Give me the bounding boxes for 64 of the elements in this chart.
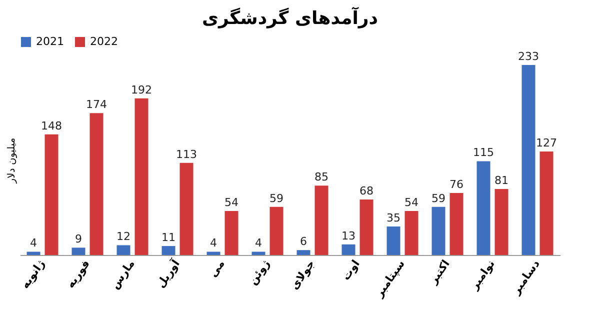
data-label: 59 (270, 192, 284, 205)
legend-label: 2021 (36, 35, 64, 48)
data-label: 4 (210, 236, 217, 250)
bar (296, 250, 310, 255)
bar (450, 193, 464, 255)
data-label: 12 (116, 230, 130, 244)
x-tick-label: اوت (339, 257, 362, 283)
data-label: 35 (386, 211, 400, 224)
bar (206, 252, 220, 255)
data-label: 233 (518, 50, 539, 63)
data-label: 76 (450, 178, 464, 192)
bar (252, 252, 266, 255)
bar (224, 210, 238, 255)
bar (26, 252, 40, 255)
bar (342, 244, 356, 255)
bar (476, 161, 490, 255)
bar (314, 186, 328, 255)
data-label: 115 (473, 146, 494, 160)
x-tick-label: ژانویه (18, 257, 48, 292)
data-label: 127 (536, 136, 557, 150)
bar (72, 248, 86, 255)
data-label: 174 (86, 98, 107, 112)
bar (494, 188, 508, 255)
data-label: 11 (162, 231, 176, 244)
x-tick-label: نوامبر (467, 257, 498, 293)
bar (90, 113, 104, 255)
bar (360, 200, 374, 255)
y-axis-title: میلیون دلار (6, 138, 18, 184)
data-label: 54 (404, 196, 418, 209)
bar (522, 65, 536, 255)
bar (44, 134, 58, 255)
data-label: 68 (360, 184, 374, 198)
bar (270, 206, 284, 255)
data-label: 9 (75, 232, 82, 246)
x-tick-label: اکتبر (426, 257, 452, 288)
x-tick-label: ژوئن (246, 257, 272, 288)
data-label: 59 (432, 192, 446, 205)
bar (432, 206, 446, 255)
bar (404, 210, 418, 255)
data-label: 81 (494, 174, 508, 187)
data-label: 4 (30, 236, 37, 250)
chart-title: درآمدهای گردشگری (202, 6, 378, 29)
data-label: 113 (176, 148, 197, 161)
data-label: 54 (224, 196, 238, 209)
bar (134, 98, 148, 255)
data-label: 13 (342, 229, 356, 242)
data-label: 6 (300, 235, 307, 248)
data-label: 192 (131, 83, 152, 96)
x-tick-label: فوریه (64, 257, 92, 291)
bar (162, 246, 176, 255)
legend-label: 2022 (90, 35, 118, 48)
x-tick-label: سپتامبر (372, 257, 408, 300)
x-tick-label: آوریل (153, 256, 183, 290)
bar (540, 151, 554, 255)
bar (386, 226, 400, 255)
x-tick-label: می (206, 257, 228, 280)
bar (180, 162, 194, 255)
data-label: 148 (41, 119, 62, 132)
bar (116, 245, 130, 255)
data-label: 85 (314, 170, 328, 184)
data-label: 4 (255, 236, 262, 250)
x-tick-label: مارس (108, 257, 138, 292)
x-tick-label: جولای (288, 257, 318, 292)
x-tick-label: دسامبر (508, 257, 543, 298)
